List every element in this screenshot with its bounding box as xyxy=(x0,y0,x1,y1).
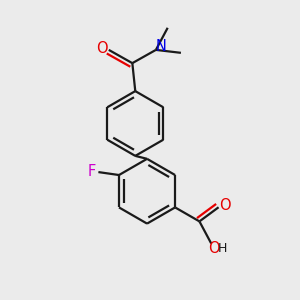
Text: F: F xyxy=(88,164,96,179)
Text: H: H xyxy=(218,242,227,255)
Text: N: N xyxy=(156,39,167,54)
Text: O: O xyxy=(97,41,108,56)
Text: O: O xyxy=(208,241,220,256)
Text: O: O xyxy=(219,198,231,213)
